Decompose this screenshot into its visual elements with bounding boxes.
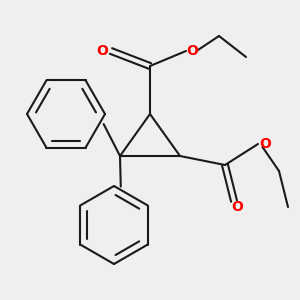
- Text: O: O: [260, 137, 272, 151]
- Text: O: O: [96, 44, 108, 58]
- Text: O: O: [231, 200, 243, 214]
- Text: O: O: [186, 44, 198, 58]
